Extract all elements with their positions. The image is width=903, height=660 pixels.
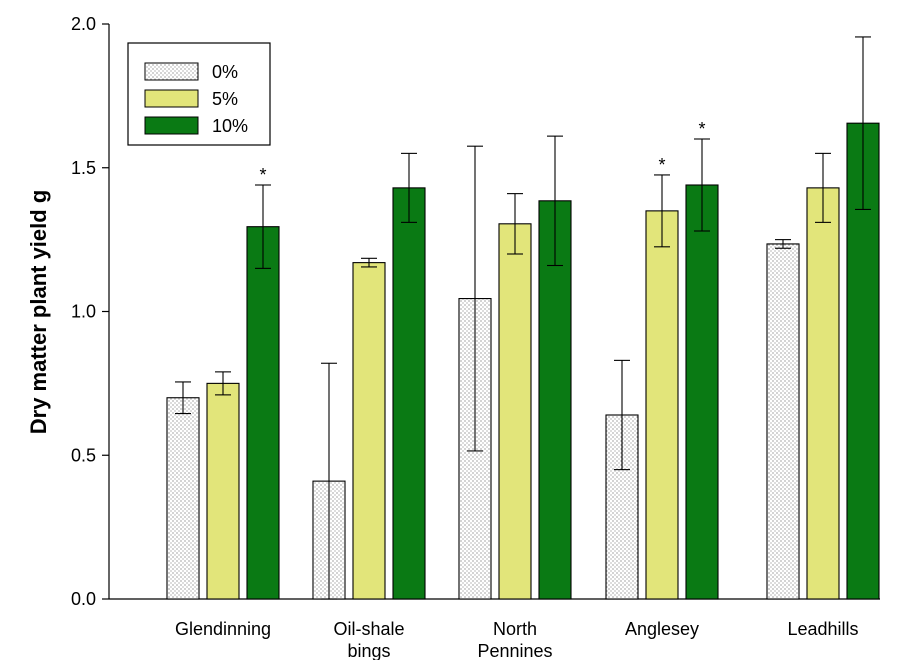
bar [352,262,386,600]
y-tick-label: 2.0 [71,14,96,34]
legend-label: 5% [212,89,238,109]
bar [538,200,572,600]
y-axis-title: Dry matter plant yield g [26,190,51,435]
x-category-label: Oil-shale bings [333,619,404,660]
x-category-label-line: Oil-shale [333,619,404,639]
bar [605,414,639,600]
legend-swatch [144,116,199,135]
bar [806,187,840,600]
x-category-label-line: Pennines [477,641,552,660]
legend-swatch [144,89,199,108]
legend-swatch [144,62,199,81]
bar [246,226,280,600]
bar [685,184,719,600]
x-category-label: Anglesey [625,619,699,639]
x-category-label: Glendinning [175,619,271,639]
bar [206,382,240,600]
bar [166,397,200,600]
legend-label: 10% [212,116,248,136]
x-category-label-line: Glendinning [175,619,271,639]
x-category-label-line: bings [347,641,390,660]
bar [498,223,532,600]
legend: 0% 5% 10% [127,42,271,146]
y-tick-label: 0.5 [71,445,96,465]
significance-marker: * [658,155,665,175]
significance-marker: * [259,165,266,185]
plot-area: 0.0 0.5 1.0 1.5 2.0 * * * Glendinning Oil-shale bi… [71,14,880,660]
y-tick-label: 1.0 [71,302,96,322]
bar [645,210,679,600]
legend-label: 0% [212,62,238,82]
y-tick-label: 0.0 [71,589,96,609]
bar [766,243,800,600]
x-category-label-line: Leadhills [787,619,858,639]
bar [392,187,426,600]
x-category-label: North Pennines [477,619,552,660]
y-tick-label: 1.5 [71,158,96,178]
significance-marker: * [698,119,705,139]
x-category-label-line: Anglesey [625,619,699,639]
x-category-label: Leadhills [787,619,858,639]
x-category-label-line: North [493,619,537,639]
